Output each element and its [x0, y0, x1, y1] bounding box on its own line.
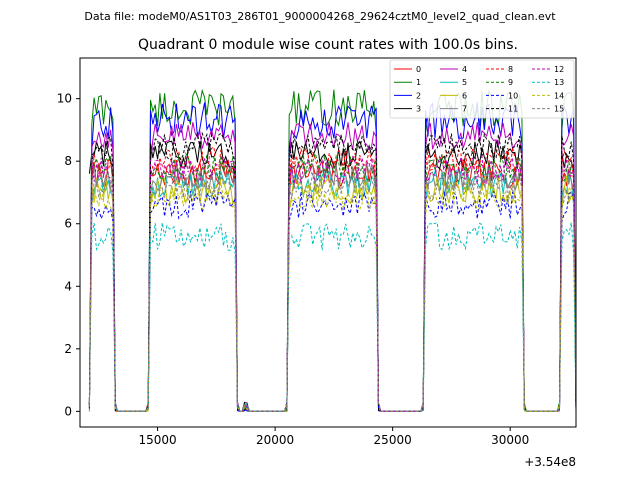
legend-label-2: 2: [416, 91, 421, 100]
x-tick-label: 20000: [256, 433, 294, 447]
series-line-13: [88, 222, 577, 412]
series-line-6: [88, 175, 577, 412]
legend-label-14: 14: [554, 91, 564, 100]
plot-frame: [79, 57, 577, 428]
y-tick-label: 6: [64, 217, 72, 231]
legend-label-4: 4: [462, 65, 467, 74]
legend-label-12: 12: [554, 65, 564, 74]
y-tick-label: 8: [64, 154, 72, 168]
legend-label-5: 5: [462, 78, 467, 87]
series-line-4: [88, 122, 577, 412]
series-line-1: [88, 88, 577, 412]
x-tick-label: 30000: [491, 433, 529, 447]
y-tick-label: 10: [57, 92, 72, 106]
series-line-15: [88, 172, 577, 412]
legend-label-7: 7: [462, 105, 467, 114]
y-tick-label: 0: [64, 404, 72, 418]
legend-label-1: 1: [416, 78, 421, 87]
legend-label-13: 13: [554, 78, 564, 87]
legend-label-6: 6: [462, 91, 467, 100]
x-tick-label: 15000: [138, 433, 176, 447]
series-line-11: [88, 131, 577, 412]
y-tick-label: 4: [64, 279, 72, 293]
series-line-10: [88, 189, 577, 412]
chart-title: Quadrant 0 module wise count rates with …: [138, 37, 518, 53]
y-tick-label: 2: [64, 342, 72, 356]
legend-box: [389, 59, 575, 119]
legend-label-8: 8: [508, 65, 513, 74]
series-line-8: [88, 146, 577, 412]
legend-label-0: 0: [416, 65, 421, 74]
legend-label-15: 15: [554, 105, 564, 114]
x-offset-label: +3.54e8: [524, 455, 576, 469]
legend-label-11: 11: [508, 105, 518, 114]
series-line-12: [88, 155, 577, 412]
series-line-14: [88, 181, 577, 412]
x-tick-label: 25000: [374, 433, 412, 447]
legend-label-10: 10: [508, 91, 518, 100]
chart-suptitle: Data file: modeM0/AS1T03_286T01_90000042…: [84, 10, 556, 23]
legend-label-9: 9: [508, 78, 513, 87]
legend-label-3: 3: [416, 105, 421, 114]
